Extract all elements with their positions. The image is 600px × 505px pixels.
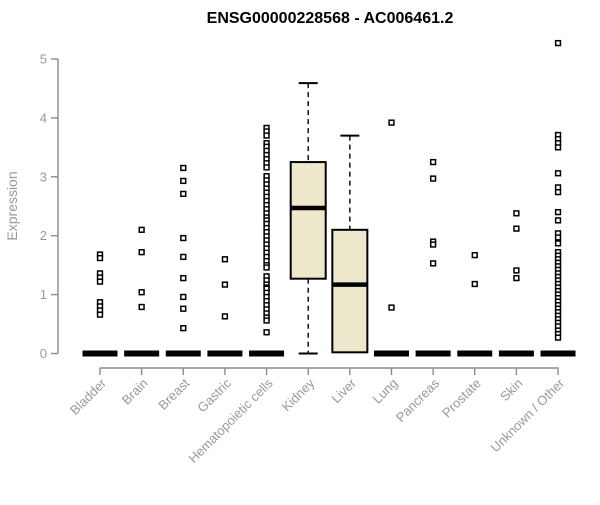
outlier-skin	[513, 210, 520, 217]
outlier-hematopoietic-cells	[263, 329, 270, 336]
outlier-unknown-other	[554, 234, 562, 241]
zero-bar-hematopoietic-cells	[249, 350, 285, 357]
box-liver	[331, 228, 369, 354]
chart-title: ENSG00000228568 - AC006461.2	[207, 10, 454, 27]
outlier-unknown-other	[554, 144, 562, 151]
outlier-prostate	[471, 251, 478, 259]
outlier-pancreas	[429, 175, 437, 182]
outlier-gastric	[221, 281, 229, 288]
outlier-gastric	[221, 313, 229, 320]
x-tick-label-gastric: Gastric	[194, 375, 234, 415]
outlier-breast	[180, 293, 187, 301]
x-tick-label-brain: Brain	[119, 376, 151, 408]
outlier-skin	[513, 274, 520, 282]
outlier-brain	[138, 249, 145, 256]
box-kidney	[289, 161, 327, 280]
outlier-lung	[388, 304, 395, 311]
outlier-pancreas	[429, 158, 437, 166]
outlier-skin	[513, 225, 520, 232]
x-tick-label-bladder: Bladder	[67, 375, 110, 418]
y-tick-label-5: 5	[40, 52, 47, 67]
x-tick-label-liver: Liver	[328, 375, 359, 406]
outlier-pancreas	[429, 241, 437, 248]
zero-bar-gastric	[207, 350, 243, 357]
zero-bar-skin	[498, 350, 534, 357]
outlier-unknown-other	[554, 188, 562, 196]
x-tick-label-kidney: Kidney	[279, 375, 318, 414]
outlier-brain	[138, 289, 145, 296]
zero-bar-brain	[124, 350, 160, 357]
y-tick-label-3: 3	[40, 169, 47, 184]
outlier-breast	[180, 190, 187, 198]
zero-bar-bladder	[82, 350, 118, 357]
x-tick-label-prostate: Prostate	[439, 376, 484, 421]
outlier-hematopoietic-cells	[263, 164, 270, 171]
outlier-breast	[180, 164, 187, 172]
y-tick-label-0: 0	[40, 346, 47, 361]
outlier-breast	[180, 177, 187, 185]
outlier-unknown-other	[554, 334, 562, 341]
outlier-breast	[180, 325, 187, 332]
outlier-skin	[513, 267, 520, 274]
outlier-bladder	[96, 311, 104, 318]
zero-bar-lung	[373, 350, 409, 357]
outlier-gastric	[221, 256, 229, 263]
x-tick-label-skin: Skin	[497, 376, 525, 404]
y-axis-label: Expression	[4, 171, 20, 240]
x-tick-label-lung: Lung	[370, 376, 401, 407]
x-tick-label-unknown-other: Unknown / Other	[488, 375, 568, 455]
outlier-breast	[180, 274, 187, 282]
outlier-brain	[138, 226, 145, 233]
outlier-breast	[180, 234, 187, 242]
outlier-unknown-other	[554, 240, 562, 247]
outlier-hematopoietic-cells	[263, 264, 270, 271]
outlier-unknown-other	[554, 39, 562, 47]
y-tick-label-4: 4	[40, 110, 47, 125]
zero-bar-breast	[165, 350, 201, 357]
outlier-lung	[388, 119, 395, 126]
outlier-brain	[138, 303, 145, 311]
outlier-breast	[180, 305, 187, 312]
outlier-breast	[180, 253, 187, 261]
outlier-hematopoietic-cells	[263, 317, 270, 324]
x-tick-label-breast: Breast	[155, 375, 192, 412]
outlier-bladder	[96, 278, 104, 285]
zero-bar-pancreas	[415, 350, 451, 357]
outlier-bladder	[96, 254, 104, 262]
y-tick-label-2: 2	[40, 228, 47, 243]
outlier-pancreas	[429, 260, 437, 267]
y-tick-label-1: 1	[40, 287, 47, 302]
outlier-hematopoietic-cells	[263, 132, 270, 139]
outlier-unknown-other	[554, 217, 562, 224]
outlier-unknown-other	[554, 208, 562, 216]
zero-bar-unknown-other	[540, 350, 576, 357]
outlier-prostate	[471, 280, 478, 288]
outlier-unknown-other	[554, 170, 562, 177]
x-tick-label-pancreas: Pancreas	[393, 375, 443, 425]
zero-bar-prostate	[457, 350, 493, 357]
